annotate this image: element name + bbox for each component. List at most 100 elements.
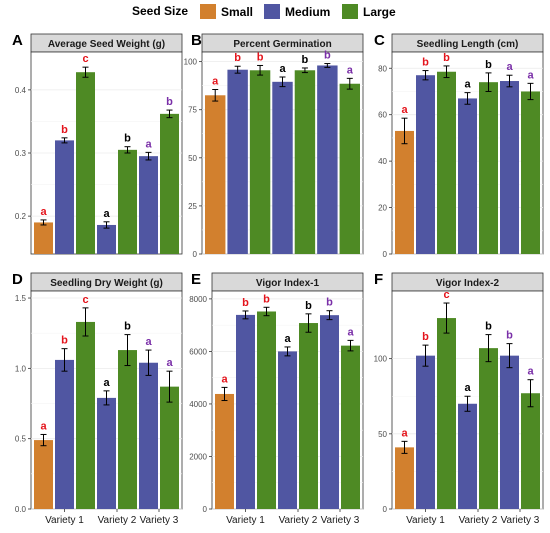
panel-b-bar-small-1 [205, 95, 226, 255]
panel-f-xtick-label-3: Variety 3 [501, 515, 540, 526]
panel-a-bar-large-1 [76, 72, 95, 254]
panel-b-ytick-label: 100 [184, 58, 198, 67]
panel-e-bar-medium-2 [278, 351, 297, 509]
panel-f-sig-letter: c [443, 289, 449, 301]
panel-b-sig-letter: b [257, 51, 264, 63]
panel-f-sig-letter: b [485, 321, 492, 333]
panel-b-ytick-label: 25 [188, 202, 197, 211]
panel-f-xtick-label-1: Variety 1 [406, 515, 445, 526]
panel-d-title: Seedling Dry Weight (g) [50, 278, 163, 289]
panel-c-letter: C [374, 32, 385, 49]
panel-d-xtick-label-2: Variety 2 [98, 515, 137, 526]
panel-d-sig-letter: b [124, 321, 131, 333]
panel-b-sig-letter: b [234, 52, 241, 64]
legend-label-medium: Medium [285, 5, 331, 19]
panel-d-sig-letter: b [61, 335, 68, 347]
panel-c-ytick-label: 20 [378, 204, 387, 213]
panel-f-bar-medium-2 [458, 403, 477, 509]
panel-b-ytick-label: 50 [188, 154, 197, 163]
panel-d-sig-letter: a [145, 336, 152, 348]
panel-a-sig-letter: b [61, 124, 68, 136]
panel-d-bar-large-2 [118, 350, 137, 509]
panel-e-bar-medium-1 [236, 314, 255, 509]
panel-e-ytick-label: 0 [203, 505, 208, 514]
panel-c-ytick-label: 80 [378, 64, 387, 73]
legend-title: Seed Size [132, 4, 189, 18]
panel-f-bar-large-3 [521, 393, 540, 509]
panel-a-title: Average Seed Weight (g) [48, 39, 165, 50]
panel-b-bar-large-2 [294, 70, 316, 255]
panel-f-sig-letter: a [401, 427, 408, 439]
panel-c-sig-letter: a [506, 61, 513, 73]
panel-d-sig-letter: a [166, 357, 173, 369]
panel-d-ytick-label: 0.0 [15, 505, 27, 514]
panel-a-bar-medium-2 [97, 224, 116, 254]
panel-c-bar-large-2 [479, 82, 498, 255]
panel-a-sig-letter: a [145, 138, 152, 150]
panel-d-ytick-label: 0.5 [15, 435, 27, 444]
panel-d-letter: D [12, 271, 23, 288]
panel-e-sig-letter: b [326, 297, 333, 309]
panel-c-sig-letter: a [464, 79, 471, 91]
panel-c-sig-letter: b [443, 52, 450, 64]
panel-f-sig-letter: b [506, 330, 513, 342]
panel-d-xtick-label-1: Variety 1 [45, 515, 84, 526]
panel-f-letter: F [374, 271, 383, 288]
panel-e-ytick-label: 4000 [189, 400, 207, 409]
legend-swatch-large [342, 4, 358, 19]
panel-d-sig-letter: a [103, 377, 110, 389]
panel-d-bar-small-1 [34, 440, 53, 509]
panel-b-letter: B [191, 32, 202, 49]
legend-label-small: Small [221, 5, 254, 19]
panel-d-ytick-label: 1.5 [15, 294, 27, 303]
panel-a-sig-letter: c [82, 53, 88, 65]
panel-a-bar-medium-3 [139, 156, 158, 254]
panel-a-sig-letter: a [40, 206, 47, 218]
panel-c-ytick-label: 0 [383, 250, 388, 259]
panel-c-bar-medium-3 [500, 81, 519, 255]
panel-d-bar-large-1 [76, 321, 95, 509]
legend-label-large: Large [363, 5, 396, 19]
panel-e-bar-large-1 [257, 311, 276, 509]
panel-e-sig-letter: b [305, 300, 312, 312]
panel-c-sig-letter: a [401, 104, 408, 116]
panel-e-letter: E [191, 271, 201, 288]
panel-f-bar-large-2 [479, 348, 498, 509]
legend: Seed Size Small Medium Large [0, 3, 550, 21]
panel-b-bar-medium-2 [272, 81, 293, 254]
panel-b-sig-letter: a [279, 63, 286, 75]
panel-f-bar-small-1 [395, 447, 414, 509]
panel-d-bar-medium-2 [97, 397, 116, 509]
panel-e-sig-letter: a [347, 326, 354, 338]
panel-e-sig-letter: b [263, 293, 270, 305]
panel-f-ytick-label: 50 [378, 430, 387, 439]
panel-c-bar-large-3 [521, 91, 540, 254]
panel-c-bar-large-1 [437, 71, 456, 255]
panel-b-bar-large-3 [339, 83, 360, 254]
panel-c-ytick-label: 40 [378, 157, 387, 166]
legend-swatch-medium [264, 4, 280, 19]
panel-f-ytick-label: 100 [374, 355, 388, 364]
panel-b-bar-large-1 [249, 70, 271, 255]
panel-c-bar-medium-1 [416, 75, 435, 255]
panel-e-ytick-label: 6000 [189, 347, 207, 356]
panel-a-bar-small-1 [34, 222, 53, 254]
panel-e-ytick-label: 2000 [189, 452, 207, 461]
panel-c-sig-letter: a [527, 69, 534, 81]
panel-d-bar-medium-1 [55, 359, 74, 509]
panel-e-title: Vigor Index-1 [256, 278, 320, 289]
panel-d-sig-letter: a [40, 420, 47, 432]
panel-e-sig-letter: b [242, 297, 249, 309]
legend-swatch-small [200, 4, 216, 19]
panel-f-sig-letter: a [527, 366, 534, 378]
panel-e-ytick-label: 8000 [189, 295, 207, 304]
panel-d-xtick-label-3: Variety 3 [140, 515, 179, 526]
panel-f-sig-letter: a [464, 382, 471, 394]
panel-a-letter: A [12, 32, 23, 49]
panel-e-bar-medium-3 [320, 315, 339, 509]
panel-e-sig-letter: a [221, 373, 228, 385]
panel-c-bar-small-1 [395, 130, 414, 254]
panel-a-sig-letter: b [166, 96, 173, 108]
panel-a-sig-letter: b [124, 133, 131, 145]
